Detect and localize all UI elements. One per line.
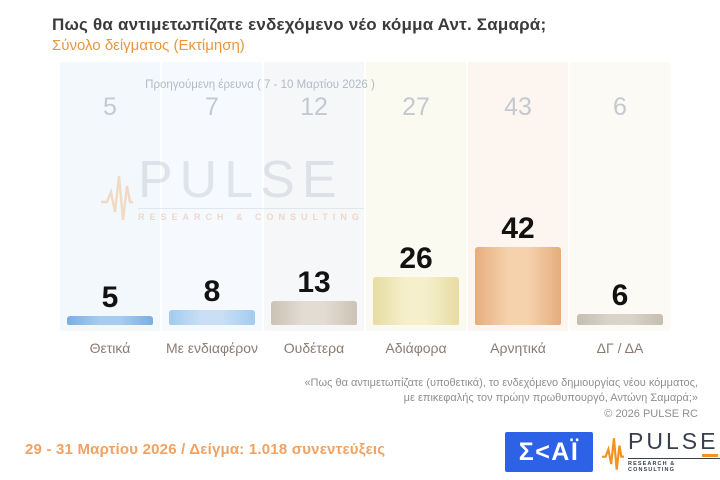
pulse-logo-accent [702,454,718,457]
bar [373,277,459,325]
footnote-line: με επικεφαλής τον πρώην πρωθυπουργό, Αντ… [403,392,698,404]
category-label: Θετικά [89,340,131,356]
previous-survey-value: 12 [300,93,328,121]
previous-survey-header: Προηγούμενη έρευνα ( 7 - 10 Μαρτίου 2026… [145,79,375,91]
pulse-logo: PULSE RESEARCH & CONSULTING [601,429,720,479]
watermark-subtext: RESEARCH & CONSULTING [138,208,364,222]
category-label: Αρνητικά [490,340,546,356]
bar-chart: Προηγούμενη έρευνα ( 7 - 10 Μαρτίου 2026… [60,62,670,331]
bar-value-label: 5 [101,281,119,314]
skai-logo: Σ<ΑΪ [505,432,593,472]
bar [67,316,153,325]
category-labels: Θετικά Με ενδιαφέρον Ουδέτερα Αδιάφορα Αρνητ… [60,340,670,356]
chart-column: 43 42 [468,62,568,331]
chart-column: 12 13 [264,62,364,331]
bar-value-label: 8 [203,275,221,308]
bar [271,301,357,325]
header: Πως θα αντιμετωπίζατε ενδεχόμενο νέο κόμ… [0,0,720,55]
pulse-waveform-icon [601,432,625,479]
category-label: Αδιάφορα [385,340,447,356]
chart-column: 27 26 [366,62,466,331]
bar-value-label: 42 [501,212,535,245]
bar-value-label: 6 [611,279,629,312]
previous-survey-value: 43 [504,93,532,121]
bar [577,314,663,325]
watermark-text: PULSE [138,151,344,209]
previous-survey-value: 6 [613,93,627,121]
bar-value-label: 13 [297,266,331,299]
previous-survey-value: 27 [402,93,430,121]
pulse-logo-subtext: RESEARCH & CONSULTING [628,458,720,473]
category-label: ΔΓ / ΔΑ [596,340,644,356]
fieldwork-sample-text: 29 - 31 Μαρτίου 2026 / Δείγμα: 1.018 συν… [25,441,386,458]
previous-survey-value: 7 [205,93,219,121]
category-label: Ουδέτερα [283,340,345,356]
category-label: Με ενδιαφέρον [165,340,259,356]
skai-logo-text: Σ<ΑΪ [518,437,580,466]
bar-value-label: 26 [399,242,433,275]
pulse-logo-text: PULSE [628,428,719,454]
copyright: © 2026 PULSE RC [604,408,698,420]
previous-survey-value: 5 [103,93,117,121]
sample-subtitle: Σύνολο δείγματος (Εκτίμηση) [52,37,245,54]
footnote: «Πως θα αντιμετωπίζατε (υποθετικά), το ε… [304,376,698,422]
pulse-watermark: PULSE RESEARCH & CONSULTING [100,154,364,229]
footnote-line: «Πως θα αντιμετωπίζατε (υποθετικά), το ε… [304,377,698,389]
bar [169,310,255,325]
pulse-waveform-icon [100,168,134,229]
page-title: Πως θα αντιμετωπίζατε ενδεχόμενο νέο κόμ… [52,15,547,34]
bar [475,247,561,325]
